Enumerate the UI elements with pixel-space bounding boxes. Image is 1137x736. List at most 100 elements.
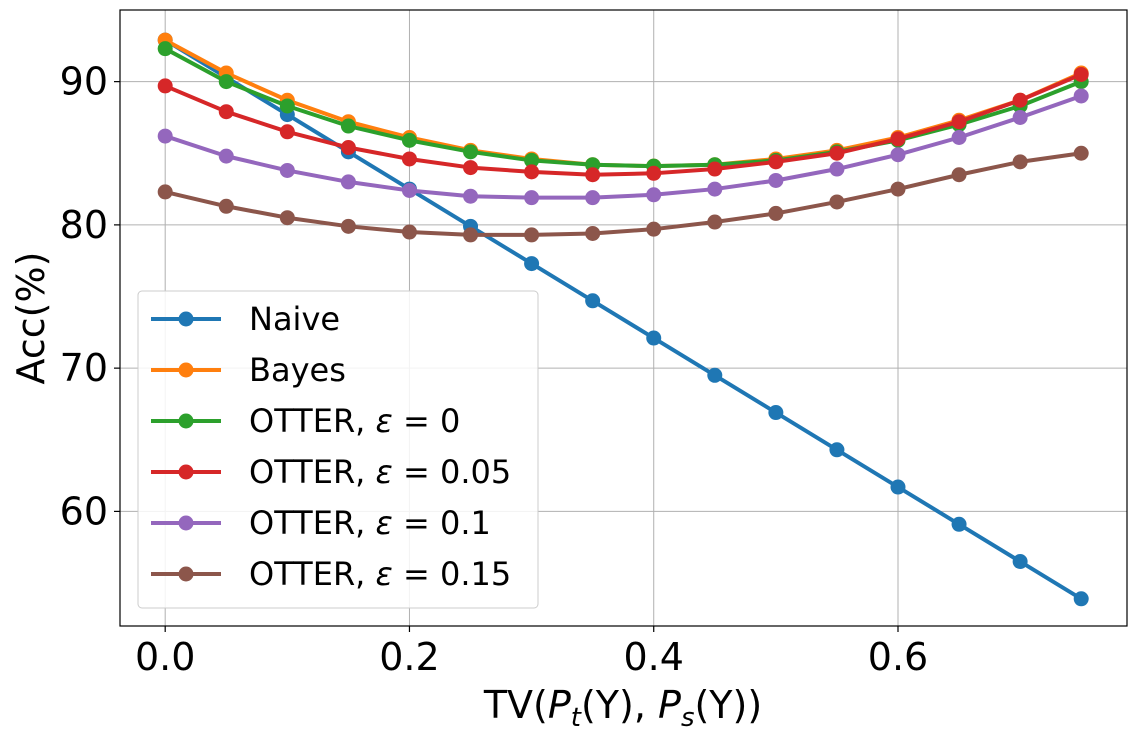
data-point — [401, 224, 417, 240]
data-point — [951, 516, 967, 532]
data-point — [524, 190, 540, 206]
legend-item: OTTER, ε = 0 — [151, 402, 460, 440]
data-point — [585, 225, 601, 241]
y-tick-label: 70 — [60, 346, 108, 390]
legend-label: OTTER, ε = 0 — [249, 402, 460, 440]
data-point — [646, 187, 662, 203]
data-point — [646, 165, 662, 181]
data-point — [1012, 109, 1028, 125]
x-tick-label: 0.2 — [379, 635, 439, 679]
data-point — [340, 174, 356, 190]
data-point — [340, 118, 356, 134]
data-point — [1012, 154, 1028, 170]
legend-item: Naive — [151, 300, 340, 338]
data-point — [585, 293, 601, 309]
data-point — [707, 214, 723, 230]
series-line — [163, 93, 1084, 200]
data-point — [524, 256, 540, 272]
data-point — [951, 167, 967, 183]
x-axis-label: TV(Pt(Y), Ps(Y)) — [483, 683, 762, 733]
data-point — [463, 227, 479, 243]
legend-label: OTTER, ε = 0.15 — [249, 555, 511, 593]
data-point — [585, 190, 601, 206]
data-point — [890, 147, 906, 163]
legend-item: OTTER, ε = 0.1 — [151, 504, 491, 542]
data-point — [218, 74, 234, 90]
y-axis-label: Acc(%) — [9, 252, 53, 385]
data-point — [1073, 145, 1089, 161]
legend-label: OTTER, ε = 0.05 — [249, 453, 511, 491]
data-point — [279, 124, 295, 140]
data-point — [951, 114, 967, 130]
data-point — [768, 154, 784, 170]
series-line — [163, 46, 1084, 169]
legend-label: Bayes — [249, 351, 346, 389]
data-point — [401, 132, 417, 148]
data-point — [768, 172, 784, 188]
series-line — [163, 38, 1084, 601]
data-point — [157, 41, 173, 57]
y-tick-label: 90 — [60, 60, 108, 104]
data-point — [707, 181, 723, 197]
data-point — [157, 184, 173, 200]
legend-swatch-marker — [178, 311, 194, 327]
data-point — [1012, 554, 1028, 570]
data-point — [829, 145, 845, 161]
data-point — [524, 152, 540, 168]
series-otter-0-1 — [157, 88, 1089, 206]
data-point — [157, 78, 173, 94]
data-point — [218, 198, 234, 214]
data-point — [463, 160, 479, 176]
legend-swatch-marker — [178, 413, 194, 429]
axis-ticks: 0.0 0.2 0.4 0.6 60 70 80 90 — [60, 60, 929, 679]
data-point — [401, 151, 417, 167]
data-point — [463, 188, 479, 204]
x-tick-label: 0.0 — [135, 635, 195, 679]
data-point — [829, 442, 845, 458]
data-point — [890, 181, 906, 197]
plot-frame — [119, 9, 1128, 627]
data-point — [279, 162, 295, 178]
data-point — [401, 183, 417, 199]
x-tick-label: 0.4 — [624, 635, 684, 679]
data-point — [768, 405, 784, 421]
data-point — [1073, 88, 1089, 104]
legend-item: OTTER, ε = 0.15 — [151, 555, 511, 593]
data-point — [768, 205, 784, 221]
data-point — [524, 227, 540, 243]
data-point — [463, 144, 479, 160]
data-point — [1012, 92, 1028, 108]
x-tick-label: 0.6 — [868, 635, 928, 679]
legend-label: Naive — [249, 300, 340, 338]
data-point — [646, 330, 662, 346]
data-point — [707, 367, 723, 383]
legend-box — [137, 290, 539, 609]
data-point — [279, 98, 295, 114]
data-point — [218, 148, 234, 164]
data-point — [279, 210, 295, 226]
data-point — [340, 140, 356, 156]
data-point — [829, 194, 845, 210]
data-point — [1073, 66, 1089, 82]
data-point — [707, 161, 723, 177]
data-point — [890, 131, 906, 147]
y-tick-label: 60 — [60, 489, 108, 533]
series-line — [163, 151, 1084, 237]
series-otter-0-05 — [157, 66, 1089, 183]
legend-item: OTTER, ε = 0.05 — [151, 453, 511, 491]
data-point — [1073, 591, 1089, 607]
data-series — [157, 32, 1089, 607]
data-point — [829, 161, 845, 177]
legend-swatch-marker — [178, 515, 194, 531]
series-line — [163, 72, 1084, 177]
legend: Naive Bayes OTTER, ε = 0 OTTER, ε = 0.05 OTT… — [137, 290, 539, 609]
data-point — [951, 129, 967, 145]
data-point — [157, 128, 173, 144]
data-point — [524, 164, 540, 180]
legend-item: Bayes — [151, 351, 346, 389]
data-point — [646, 221, 662, 237]
legend-label: OTTER, ε = 0.1 — [249, 504, 491, 542]
legend-swatch-marker — [178, 464, 194, 480]
data-point — [218, 104, 234, 120]
